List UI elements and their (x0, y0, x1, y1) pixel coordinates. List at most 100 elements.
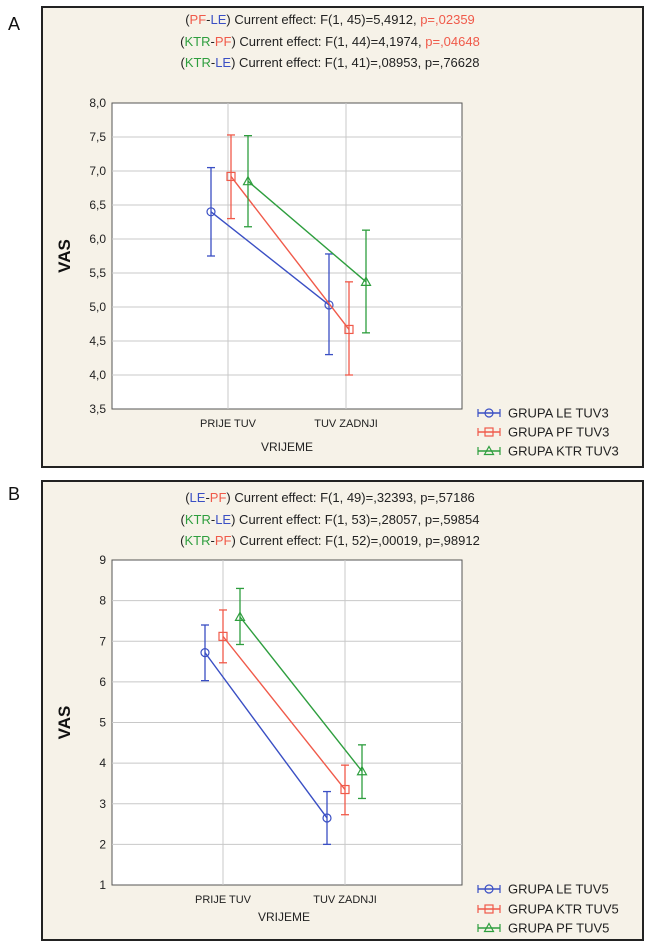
panel-a-x-tick-label: TUV ZADNJI (314, 418, 378, 430)
panel-a-y-tick-label: 7,0 (89, 164, 106, 178)
panel-a-legend-label: GRUPA KTR TUV3 (508, 444, 619, 459)
panel-b-stat-line-2: (KTR-LE) Current effect: F(1, 53)=,28057… (181, 512, 480, 527)
panel-a-x-tick-label: PRIJE TUV (200, 418, 257, 430)
panel-a-x-axis-label: VRIJEME (261, 440, 313, 454)
panel-a-legend-label: GRUPA PF TUV3 (508, 425, 609, 440)
panel-b-series-line-pf (222, 635, 346, 790)
stat-dash: - (206, 12, 210, 27)
panel-a-stat-line-1: (PF-LE) Current effect: F(1, 45)=5,4912,… (185, 12, 475, 27)
stat-p-value: p=,02359 (420, 12, 475, 27)
panel-b-letter: B (8, 484, 21, 504)
panel-b-y-tick-label: 6 (99, 675, 106, 689)
panel-b-x-tick-label: TUV ZADNJI (313, 894, 377, 906)
stat-group-a: PF (190, 12, 207, 27)
stat-group-a: KTR (185, 512, 211, 527)
panel-a-letter: A (8, 14, 21, 34)
panel-b-data-point (356, 765, 368, 776)
stat-group-b: LE (211, 12, 227, 27)
panel-b-data-point (340, 784, 350, 795)
panel-a-y-tick-label: 3,5 (89, 402, 106, 416)
panel-a-stat-line-2: (KTR-PF) Current effect: F(1, 44)=4,1974… (180, 34, 480, 49)
panel-a-data-point (242, 175, 254, 186)
stat-group-a: LE (190, 490, 206, 505)
panel-b-data-point (322, 813, 332, 823)
stat-effect-text: ) Current effect: F(1, 53)=,28057, (231, 512, 425, 527)
stat-dash: - (211, 533, 215, 548)
stat-group-a: KTR (185, 34, 211, 49)
panel-a-data-point (324, 300, 334, 310)
panel-b-y-tick-label: 4 (99, 756, 106, 770)
panel-a-data-point (206, 207, 216, 217)
stat-effect-text: ) Current effect: F(1, 52)=,00019, (231, 533, 425, 548)
panel-b-y-tick-label: 8 (99, 594, 106, 608)
stat-p-value: p=,57186 (420, 490, 475, 505)
stat-paren: ( (180, 533, 185, 548)
panel-b-stat-line-1: (LE-PF) Current effect: F(1, 49)=,32393,… (185, 490, 475, 505)
stat-p-value: p=,98912 (425, 533, 480, 548)
panel-b-stat-line-3: (KTR-PF) Current effect: F(1, 52)=,00019… (180, 533, 480, 548)
panel-b-legend-marker (484, 904, 494, 914)
panel-a-y-tick-label: 5,0 (89, 300, 106, 314)
panel-a-y-tick-label: 6,5 (89, 198, 106, 212)
panel-b-y-axis-label: VAS (55, 706, 74, 740)
stat-p-value: p=,59854 (425, 512, 480, 527)
stat-paren: ( (185, 12, 190, 27)
panel-a-data-point (344, 324, 354, 335)
stat-effect-text: ) Current effect: F(1, 41)=,08953, (231, 55, 425, 70)
panel-b-data-point (218, 631, 228, 641)
panel-b-data-point (234, 611, 246, 621)
panel-a-legend-label: GRUPA LE TUV3 (508, 406, 609, 421)
panel-b-x-axis-label: VRIJEME (258, 910, 310, 924)
stat-paren: ( (181, 55, 186, 70)
panel-b-y-tick-label: 1 (99, 878, 106, 892)
stat-paren: ( (185, 490, 190, 505)
stat-paren: ( (181, 512, 186, 527)
stat-group-a: KTR (185, 55, 211, 70)
panel-a-legend-marker (484, 427, 494, 437)
stat-effect-text: ) Current effect: F(1, 44)=4,1974, (231, 34, 425, 49)
stat-group-a: KTR (185, 533, 211, 548)
panel-a-stat-line-3: (KTR-LE) Current effect: F(1, 41)=,08953… (181, 55, 480, 70)
panel-b-series-line-le (204, 652, 328, 819)
panel-a-y-tick-label: 7,5 (89, 130, 106, 144)
stat-group-b: PF (215, 34, 232, 49)
panel-b-y-tick-label: 5 (99, 716, 106, 730)
stat-dash: - (211, 34, 215, 49)
stat-dash: - (211, 512, 215, 527)
panel-b-legend-marker (484, 884, 494, 894)
panel-b-y-tick-label: 3 (99, 797, 106, 811)
panel-a-y-tick-label: 4,5 (89, 334, 106, 348)
panel-b-y-tick-label: 2 (99, 837, 106, 851)
stat-group-b: LE (215, 512, 231, 527)
panel-b-legend-label: GRUPA PF TUV5 (508, 921, 609, 936)
panel-a-y-axis-label: VAS (55, 239, 74, 273)
panel-a-legend-marker (484, 408, 494, 418)
stat-dash: - (205, 490, 209, 505)
panel-a-series-line-le (210, 211, 330, 306)
panel-b-x-tick-label: PRIJE TUV (195, 894, 252, 906)
panel-a-y-tick-label: 6,0 (89, 232, 106, 246)
panel-a-y-tick-label: 8,0 (89, 96, 106, 110)
stat-p-value: p=,04648 (425, 34, 480, 49)
stat-p-value: p=,76628 (425, 55, 480, 70)
stat-effect-text: ) Current effect: F(1, 45)=5,4912, (226, 12, 420, 27)
panel-a-y-tick-label: 4,0 (89, 368, 106, 382)
panel-a-data-point (226, 171, 236, 182)
panel-b-legend-marker (483, 922, 495, 933)
panel-b-data-point (200, 648, 210, 658)
panel-a-data-point (360, 276, 372, 286)
panel-b-series-line-ktr (239, 616, 363, 772)
panel-a-series-line-pf (230, 176, 350, 330)
panel-a-y-tick-label: 5,5 (89, 266, 106, 280)
panel-b-y-tick-label: 9 (99, 553, 106, 567)
stat-effect-text: ) Current effect: F(1, 49)=,32393, (226, 490, 420, 505)
panel-a-series-line-ktr (247, 180, 367, 283)
panel-b-legend-label: GRUPA LE TUV5 (508, 882, 609, 897)
panel-a-legend-marker (483, 445, 495, 456)
panel-b-legend-label: GRUPA KTR TUV5 (508, 902, 619, 917)
stat-paren: ( (180, 34, 185, 49)
stat-dash: - (211, 55, 215, 70)
stat-group-b: LE (215, 55, 231, 70)
panel-a-plot-area (111, 102, 463, 410)
